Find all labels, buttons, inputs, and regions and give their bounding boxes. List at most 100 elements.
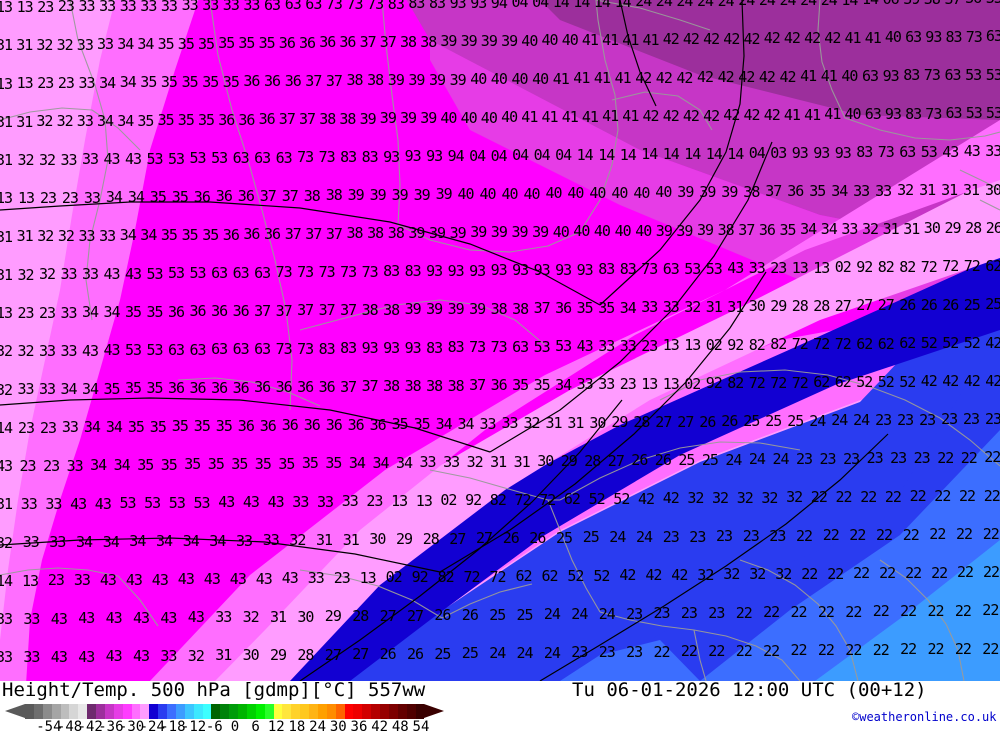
colorbar-swatch[interactable] bbox=[336, 704, 345, 719]
grid-value: 33 bbox=[342, 494, 358, 509]
grid-value: 94 bbox=[491, 0, 507, 11]
colorbar-swatch[interactable] bbox=[203, 704, 212, 719]
grid-value: 72 bbox=[515, 493, 531, 508]
colorbar-swatch[interactable] bbox=[389, 704, 398, 719]
grid-value: 35 bbox=[137, 458, 153, 473]
grid-value: 33 bbox=[23, 612, 39, 627]
colorbar-swatch[interactable] bbox=[274, 704, 283, 719]
grid-value: 73 bbox=[319, 265, 335, 280]
colorbar-swatch[interactable] bbox=[96, 704, 105, 719]
colorbar-swatch[interactable] bbox=[52, 704, 61, 719]
grid-value: 39 bbox=[491, 225, 507, 240]
colorbar-swatch[interactable] bbox=[398, 704, 407, 719]
colorbar-swatch[interactable] bbox=[407, 704, 416, 719]
colorbar-swatch[interactable] bbox=[265, 704, 274, 719]
colorbar-swatch[interactable] bbox=[123, 704, 132, 719]
colorbar-swatch[interactable] bbox=[34, 704, 43, 719]
colorbar-swatch[interactable] bbox=[114, 704, 123, 719]
colorbar-swatch[interactable] bbox=[247, 704, 256, 719]
colorbar-swatch[interactable] bbox=[43, 704, 52, 719]
grid-value: 23 bbox=[897, 413, 913, 428]
colorbar-swatch[interactable] bbox=[353, 704, 362, 719]
colorbar-swatch[interactable] bbox=[371, 704, 380, 719]
colorbar-swatch[interactable] bbox=[69, 704, 78, 719]
weather-map[interactable]: 1313232333333333333333333363636373737383… bbox=[0, 0, 1000, 681]
grid-value: 63 bbox=[945, 68, 961, 83]
colorbar-swatch[interactable] bbox=[380, 704, 389, 719]
grid-value: 38 bbox=[400, 35, 416, 50]
grid-value: 36 bbox=[282, 418, 298, 433]
colorbar-swatch[interactable] bbox=[211, 704, 220, 719]
grid-value: 32 bbox=[862, 222, 878, 237]
grid-value: 83 bbox=[429, 0, 445, 11]
grid-value: 43 bbox=[70, 497, 86, 512]
grid-value: 72 bbox=[464, 570, 480, 585]
colorbar-swatch[interactable] bbox=[78, 704, 87, 719]
colorbar-swatch[interactable] bbox=[291, 704, 300, 719]
grid-value: 35 bbox=[577, 301, 593, 316]
colorbar-swatch[interactable] bbox=[105, 704, 114, 719]
grid-value: 35 bbox=[198, 113, 214, 128]
grid-value: 33 bbox=[61, 267, 77, 282]
grid-value: 13 bbox=[684, 338, 700, 353]
grid-value: 22 bbox=[929, 527, 945, 542]
colorbar-swatch[interactable] bbox=[149, 704, 158, 719]
colorbar-swatch[interactable] bbox=[318, 704, 327, 719]
colorbar-swatch[interactable] bbox=[238, 704, 247, 719]
grid-value: 35 bbox=[128, 420, 144, 435]
grid-value: 53 bbox=[169, 496, 185, 511]
grid-value: 39 bbox=[408, 226, 424, 241]
grid-value: 41 bbox=[800, 69, 816, 84]
grid-value: 43 bbox=[125, 267, 141, 282]
grid-value: 42 bbox=[663, 109, 679, 124]
colorbar-swatch[interactable] bbox=[220, 704, 229, 719]
grid-value: 42 bbox=[804, 31, 820, 46]
grid-value: 42 bbox=[697, 70, 713, 85]
grid-value: 36 bbox=[168, 381, 184, 396]
grid-value: 43 bbox=[125, 152, 141, 167]
grid-value: 33 bbox=[182, 0, 198, 13]
colorbar-swatch[interactable] bbox=[300, 704, 309, 719]
grid-value: 22 bbox=[984, 489, 1000, 504]
colorbar-swatches[interactable] bbox=[25, 704, 444, 719]
colorbar-swatch[interactable] bbox=[256, 704, 265, 719]
colorbar-swatch[interactable] bbox=[132, 704, 141, 719]
colorbar-swatch[interactable] bbox=[309, 704, 318, 719]
grid-value: 24 bbox=[773, 452, 789, 467]
grid-value: 33 bbox=[61, 153, 77, 168]
colorbar-swatch[interactable] bbox=[176, 704, 185, 719]
colorbar-swatch[interactable] bbox=[158, 704, 167, 719]
grid-value: 23 bbox=[843, 452, 859, 467]
colorbar-swatch[interactable] bbox=[416, 704, 425, 719]
colorbar-swatch[interactable] bbox=[61, 704, 70, 719]
grid-value: 38 bbox=[383, 379, 399, 394]
colorbar-swatch[interactable] bbox=[167, 704, 176, 719]
colorbar-swatch[interactable] bbox=[229, 704, 238, 719]
grid-value: 63 bbox=[190, 343, 206, 358]
colorbar-swatch[interactable] bbox=[282, 704, 291, 719]
grid-value: 23 bbox=[40, 191, 56, 206]
colorbar-swatch[interactable] bbox=[327, 704, 336, 719]
grid-value: 36 bbox=[211, 304, 227, 319]
grid-value: 35 bbox=[202, 75, 218, 90]
grid-value: 32 bbox=[36, 114, 52, 129]
colorbar-swatch[interactable] bbox=[140, 704, 149, 719]
colorbar-swatch[interactable] bbox=[194, 704, 203, 719]
grid-value: 22 bbox=[873, 643, 889, 658]
colorbar-swatch[interactable] bbox=[87, 704, 96, 719]
grid-value: 31 bbox=[270, 610, 286, 625]
grid-value: 33 bbox=[641, 300, 657, 315]
grid-value: 23 bbox=[43, 459, 59, 474]
colorbar-swatch[interactable] bbox=[345, 704, 354, 719]
grid-value: 14 bbox=[573, 0, 589, 10]
colorbar-swatch[interactable] bbox=[25, 704, 34, 719]
grid-value: 41 bbox=[553, 72, 569, 87]
grid-value: 33 bbox=[853, 184, 869, 199]
grid-value: 32 bbox=[57, 114, 73, 129]
colorbar-swatch[interactable] bbox=[362, 704, 371, 719]
grid-value: 39 bbox=[388, 73, 404, 88]
grid-value: 62 bbox=[835, 375, 851, 390]
grid-value: 34 bbox=[140, 228, 156, 243]
colorbar-swatch[interactable] bbox=[185, 704, 194, 719]
